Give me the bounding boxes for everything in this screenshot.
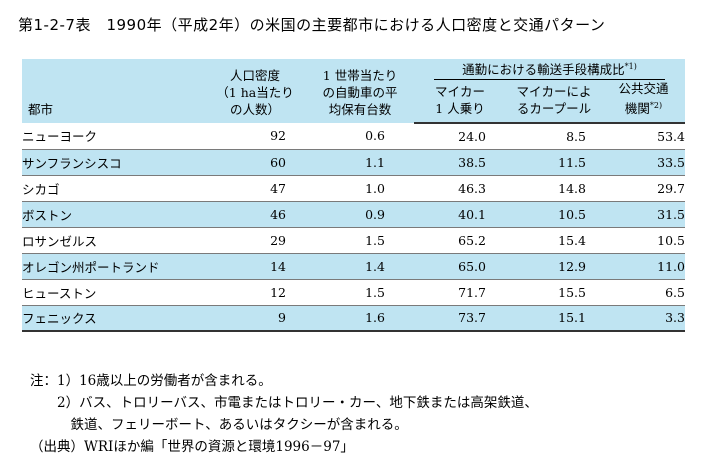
table-row: シカゴ 47 1.0 46.3 14.8 29.7 xyxy=(22,175,685,202)
car1-cell: 65.0 xyxy=(414,253,506,280)
density-cell: 47 xyxy=(204,175,306,202)
header-city: 都市 xyxy=(22,59,204,124)
carpool-cell: 11.5 xyxy=(506,149,602,176)
header-car1-line1: マイカー xyxy=(434,84,485,100)
density-cell: 92 xyxy=(204,123,306,150)
note-line-2: 2）バス、トロリーバス、市電またはトロリー・カー、地下鉄または高架鉄道、 xyxy=(30,395,538,411)
table-row: ロサンゼルス 29 1.5 65.2 15.4 10.5 xyxy=(22,227,685,254)
header-car1: マイカー 1 人乗り xyxy=(414,80,506,125)
car1-cell: 65.2 xyxy=(414,227,506,254)
carpool-cell: 15.1 xyxy=(506,305,602,333)
city-cell: ニューヨーク xyxy=(22,123,204,150)
header-cars-line1: 1 世帯当たり xyxy=(322,68,398,84)
density-cell: 14 xyxy=(204,253,306,280)
public-cell: 53.4 xyxy=(602,123,685,150)
car1-cell: 40.1 xyxy=(414,201,506,228)
header-cars-line3: 均保有台数 xyxy=(328,102,392,118)
carpool-cell: 8.5 xyxy=(506,123,602,150)
header-commute-label: 通勤における輸送手段構成比 xyxy=(462,62,625,77)
city-cell: ロサンゼルス xyxy=(22,227,204,254)
car1-cell: 71.7 xyxy=(414,279,506,306)
public-cell: 33.5 xyxy=(602,149,685,176)
cars-cell: 1.5 xyxy=(306,279,414,306)
cars-cell: 0.6 xyxy=(306,123,414,150)
cars-cell: 1.1 xyxy=(306,149,414,176)
city-cell: ヒューストン xyxy=(22,279,204,306)
public-cell: 10.5 xyxy=(602,227,685,254)
city-cell: フェニックス xyxy=(22,305,204,333)
city-cell: シカゴ xyxy=(22,175,204,202)
cars-cell: 1.4 xyxy=(306,253,414,280)
cars-cell: 1.6 xyxy=(306,305,414,333)
cars-cell: 1.0 xyxy=(306,175,414,202)
source-line: （出典）WRIほか編「世界の資源と環境1996－97」 xyxy=(30,439,354,455)
table-title: 第1-2-7表 1990年（平成2年）の米国の主要都市における人口密度と交通パタ… xyxy=(18,16,606,34)
city-cell: オレゴン州ポートランド xyxy=(22,253,204,280)
data-table: 都市 人口密度 （1 ha当たり の人数） 1 世帯当たり の自動車の平 均保有… xyxy=(22,59,685,333)
header-carpool-line2: るカープール xyxy=(516,101,592,117)
header-city-label: 都市 xyxy=(28,102,54,118)
header-cars-line2: の自動車の平 xyxy=(322,85,398,101)
header-density-line3: の人数） xyxy=(229,102,280,118)
density-cell: 9 xyxy=(204,305,306,333)
footnotes: 注：1）16歳以上の労働者が含まれる。 2）バス、トロリーバス、市電またはトロリ… xyxy=(30,370,538,458)
car1-cell: 38.5 xyxy=(414,149,506,176)
table-row: オレゴン州ポートランド 14 1.4 65.0 12.9 11.0 xyxy=(22,253,685,280)
header-density-line2: （1 ha当たり xyxy=(216,85,294,101)
header-carpool: マイカーによ るカープール xyxy=(506,80,602,125)
public-cell: 3.3 xyxy=(602,305,685,333)
table-row: ヒューストン 12 1.5 71.7 15.5 6.5 xyxy=(22,279,685,306)
table-row: ボストン 46 0.9 40.1 10.5 31.5 xyxy=(22,201,685,228)
public-cell: 11.0 xyxy=(602,253,685,280)
density-cell: 29 xyxy=(204,227,306,254)
header-public-line1: 公共交通 xyxy=(618,81,669,96)
table-row: サンフランシスコ 60 1.1 38.5 11.5 33.5 xyxy=(22,149,685,176)
car1-cell: 73.7 xyxy=(414,305,506,333)
carpool-cell: 14.8 xyxy=(506,175,602,202)
public-cell: 6.5 xyxy=(602,279,685,306)
header-carpool-line1: マイカーによ xyxy=(516,84,592,100)
header-public-line2: 機関 xyxy=(624,101,650,117)
header-car1-line2: 1 人乗り xyxy=(435,101,485,117)
header-density: 人口密度 （1 ha当たり の人数） xyxy=(204,59,306,124)
header-public: 公共交通 機関*2) xyxy=(602,80,685,125)
public-cell: 31.5 xyxy=(602,201,685,228)
header-cars: 1 世帯当たり の自動車の平 均保有台数 xyxy=(306,59,414,124)
public-cell: 29.7 xyxy=(602,175,685,202)
note-line-3: 鉄道、フェリーボート、あるいはタクシーが含まれる。 xyxy=(30,417,408,433)
header-density-line1: 人口密度 xyxy=(229,68,280,84)
carpool-cell: 12.9 xyxy=(506,253,602,280)
carpool-cell: 15.5 xyxy=(506,279,602,306)
car1-cell: 46.3 xyxy=(414,175,506,202)
header-public-sup: *2) xyxy=(649,101,663,110)
city-cell: サンフランシスコ xyxy=(22,149,204,176)
header-commute-sup: *1) xyxy=(624,61,637,71)
city-cell: ボストン xyxy=(22,201,204,228)
car1-cell: 24.0 xyxy=(414,123,506,150)
header-commute-group: 通勤における輸送手段構成比*1) xyxy=(414,59,685,80)
table-row: ニューヨーク 92 0.6 24.0 8.5 53.4 xyxy=(22,123,685,150)
note-line-1: 注：1）16歳以上の労働者が含まれる。 xyxy=(30,373,272,389)
density-cell: 12 xyxy=(204,279,306,306)
cars-cell: 0.9 xyxy=(306,201,414,228)
carpool-cell: 15.4 xyxy=(506,227,602,254)
density-cell: 46 xyxy=(204,201,306,228)
table-row: フェニックス 9 1.6 73.7 15.1 3.3 xyxy=(22,305,685,333)
cars-cell: 1.5 xyxy=(306,227,414,254)
density-cell: 60 xyxy=(204,149,306,176)
carpool-cell: 10.5 xyxy=(506,201,602,228)
